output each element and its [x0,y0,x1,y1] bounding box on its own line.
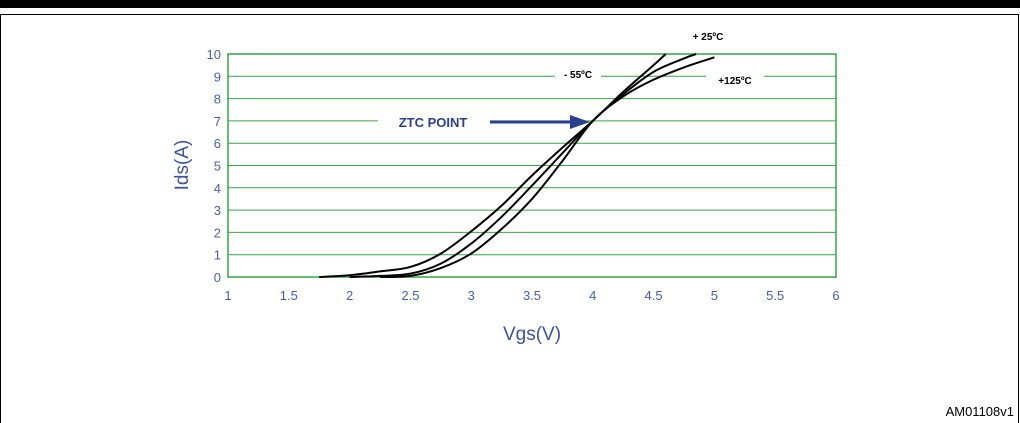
ztc-point-label: ZTC POINT [399,115,468,130]
y-tick-label: 5 [214,159,221,174]
x-tick-label: 5.5 [766,288,784,303]
x-tick-label: 2 [346,288,353,303]
x-axis-title: Vgs(V) [503,324,561,345]
y-tick-label: 0 [214,270,221,285]
x-tick-label: 4 [589,288,596,303]
x-tick-labels: 1 1.5 2 2.5 3 3.5 4 4.5 5 5.5 6 [224,288,839,303]
ztc-arrow [490,115,590,129]
y-tick-label: 4 [214,181,221,196]
series-label-plus125: +125ºC [718,76,751,87]
x-tick-label: 2.5 [401,288,419,303]
figure-caption-bar [0,0,1020,8]
y-tick-label: 1 [214,248,221,263]
curves [319,53,715,278]
x-tick-label: 3.5 [523,288,541,303]
plot-area-border [227,53,837,278]
x-tick-label: 4.5 [645,288,663,303]
y-axis-title: Ids(A) [172,140,193,191]
y-tick-label: 2 [214,225,221,240]
figure-code: AM01108v1 [945,404,1014,419]
x-tick-label: 1.5 [280,288,298,303]
y-tick-labels: 0 1 2 3 4 5 6 7 8 9 10 [207,47,221,285]
figure-frame [0,14,1019,423]
x-tick-label: 6 [832,288,839,303]
x-tick-label: 3 [468,288,475,303]
series-line-1 [349,53,697,278]
y-tick-label: 8 [214,92,221,107]
y-tick-label: 3 [214,203,221,218]
series-line-0 [319,53,667,278]
x-tick-label: 1 [224,288,231,303]
series-label-minus55: - 55ºC [564,70,592,81]
y-tick-label: 6 [214,136,221,151]
y-tick-label: 9 [214,69,221,84]
y-tick-label: 7 [214,114,221,129]
annotations: ZTC POINT - 55ºC + 25ºC +125ºC [378,32,764,132]
series-line-2 [379,56,715,278]
series-label-plus25: + 25ºC [693,32,724,43]
y-tick-label: 10 [207,47,221,62]
x-tick-label: 5 [711,288,718,303]
